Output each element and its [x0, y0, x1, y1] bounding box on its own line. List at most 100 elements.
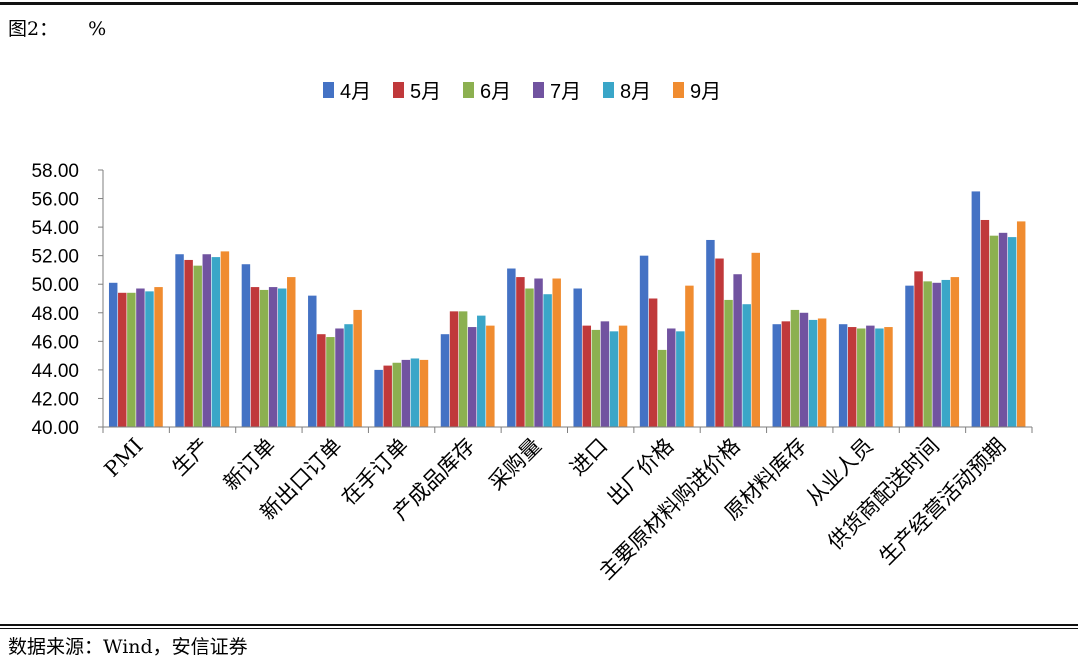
- bottom-rule-thin: [0, 628, 1078, 629]
- bar-4-4: [335, 328, 344, 427]
- bar-11-6: [817, 318, 827, 427]
- x-tick-label: 生产经营活动预期: [875, 434, 1011, 570]
- bar-7-5: [543, 294, 552, 427]
- legend-swatch-2: [393, 82, 404, 98]
- x-tick-label: 新订单: [219, 434, 281, 496]
- bar-3-3: [259, 289, 269, 427]
- bar-11-1: [772, 324, 782, 427]
- bar-6-4: [467, 327, 477, 427]
- bar-6-5: [477, 315, 486, 427]
- bar-2-5: [211, 257, 221, 427]
- x-tick-label: 进口: [566, 434, 613, 481]
- bar-5-5: [410, 358, 420, 427]
- bar-13-6: [950, 277, 960, 427]
- bar-8-5: [609, 331, 619, 427]
- legend-label-4: 7月: [550, 81, 581, 103]
- bar-1-2: [118, 292, 127, 427]
- bar-12-6: [884, 327, 893, 427]
- bar-6-6: [486, 325, 495, 427]
- figure-label: 图2：: [8, 18, 59, 40]
- bar-2-2: [184, 259, 193, 427]
- legend-swatch-6: [673, 82, 684, 98]
- bar-5-1: [374, 369, 383, 427]
- bars: [108, 191, 1026, 427]
- legend-swatch-3: [463, 82, 474, 98]
- bar-10-6: [751, 252, 760, 427]
- bar-3-5: [277, 288, 287, 427]
- bar-14-4: [998, 232, 1008, 427]
- bar-9-2: [648, 298, 658, 427]
- legend-label-3: 6月: [480, 81, 511, 103]
- bar-12-1: [838, 324, 848, 427]
- legend-swatch-5: [603, 82, 614, 98]
- y-tick-label: 50.00: [31, 275, 79, 296]
- bar-8-4: [600, 321, 610, 427]
- bar-13-3: [923, 281, 932, 427]
- bar-11-4: [799, 312, 809, 427]
- data-source: 数据来源：Wind，安信证券: [8, 636, 248, 658]
- y-tick-label: 42.00: [31, 389, 79, 410]
- bar-12-5: [875, 328, 884, 427]
- bar-7-4: [534, 278, 543, 427]
- bar-14-6: [1016, 221, 1026, 427]
- bar-3-2: [250, 287, 260, 427]
- y-tick-label: 48.00: [31, 304, 79, 325]
- bar-14-5: [1007, 237, 1017, 427]
- bar-14-1: [971, 191, 981, 427]
- bar-10-4: [733, 274, 742, 427]
- x-tick-label: 生产: [167, 434, 214, 481]
- bar-7-6: [552, 278, 561, 427]
- bar-10-3: [724, 299, 733, 427]
- bar-13-4: [932, 282, 941, 427]
- bar-13-2: [914, 271, 923, 427]
- bar-4-1: [308, 295, 317, 427]
- bar-6-3: [458, 311, 468, 427]
- bar-5-4: [401, 359, 411, 427]
- top-rule: [0, 2, 1078, 5]
- bar-9-3: [657, 349, 667, 427]
- bar-14-3: [989, 235, 999, 427]
- y-tick-label: 56.00: [31, 190, 79, 211]
- x-tick-label: 采购量: [484, 434, 546, 496]
- bar-2-6: [220, 251, 230, 427]
- y-tick-label: 54.00: [31, 218, 79, 239]
- bottom-rule: [0, 624, 1078, 626]
- bar-6-2: [449, 311, 459, 427]
- legend: 4月 5月 6月 7月 8月 9月: [323, 81, 721, 103]
- bar-4-3: [326, 337, 335, 427]
- bar-2-4: [202, 254, 212, 427]
- y-tick-label: 58.00: [31, 161, 79, 182]
- bar-4-2: [317, 334, 326, 427]
- bar-8-3: [591, 329, 601, 427]
- bar-14-2: [980, 219, 990, 427]
- bar-8-2: [582, 325, 592, 427]
- bar-5-2: [383, 365, 392, 427]
- bar-1-3: [127, 292, 136, 427]
- bar-7-1: [507, 268, 516, 427]
- bar-8-1: [573, 288, 582, 427]
- legend-swatch-4: [533, 82, 544, 98]
- bar-6-1: [440, 334, 450, 427]
- bar-2-1: [175, 254, 184, 427]
- bar-3-6: [287, 277, 296, 427]
- bar-4-5: [344, 324, 353, 427]
- bar-3-1: [241, 264, 251, 427]
- y-tick-label: 40.00: [31, 418, 79, 439]
- bar-3-4: [268, 287, 278, 427]
- figure-unit: %: [88, 18, 107, 40]
- bar-2-3: [193, 265, 202, 427]
- bar-10-2: [715, 258, 724, 427]
- legend-swatch-1: [323, 82, 334, 98]
- bar-7-2: [516, 277, 525, 427]
- bar-1-5: [145, 291, 154, 427]
- bar-11-5: [808, 319, 818, 427]
- y-tick-label: 46.00: [31, 332, 79, 353]
- y-tick-label: 44.00: [31, 361, 79, 382]
- legend-label-5: 8月: [620, 81, 651, 103]
- legend-label-2: 5月: [410, 81, 441, 103]
- bar-11-3: [790, 309, 800, 427]
- bar-5-6: [419, 359, 429, 427]
- grouped-bar-chart: 4月 5月 6月 7月 8月 9月 58.00 56.00 54.00 52.00 50.00 48…: [31, 81, 1033, 584]
- bar-9-4: [667, 328, 676, 427]
